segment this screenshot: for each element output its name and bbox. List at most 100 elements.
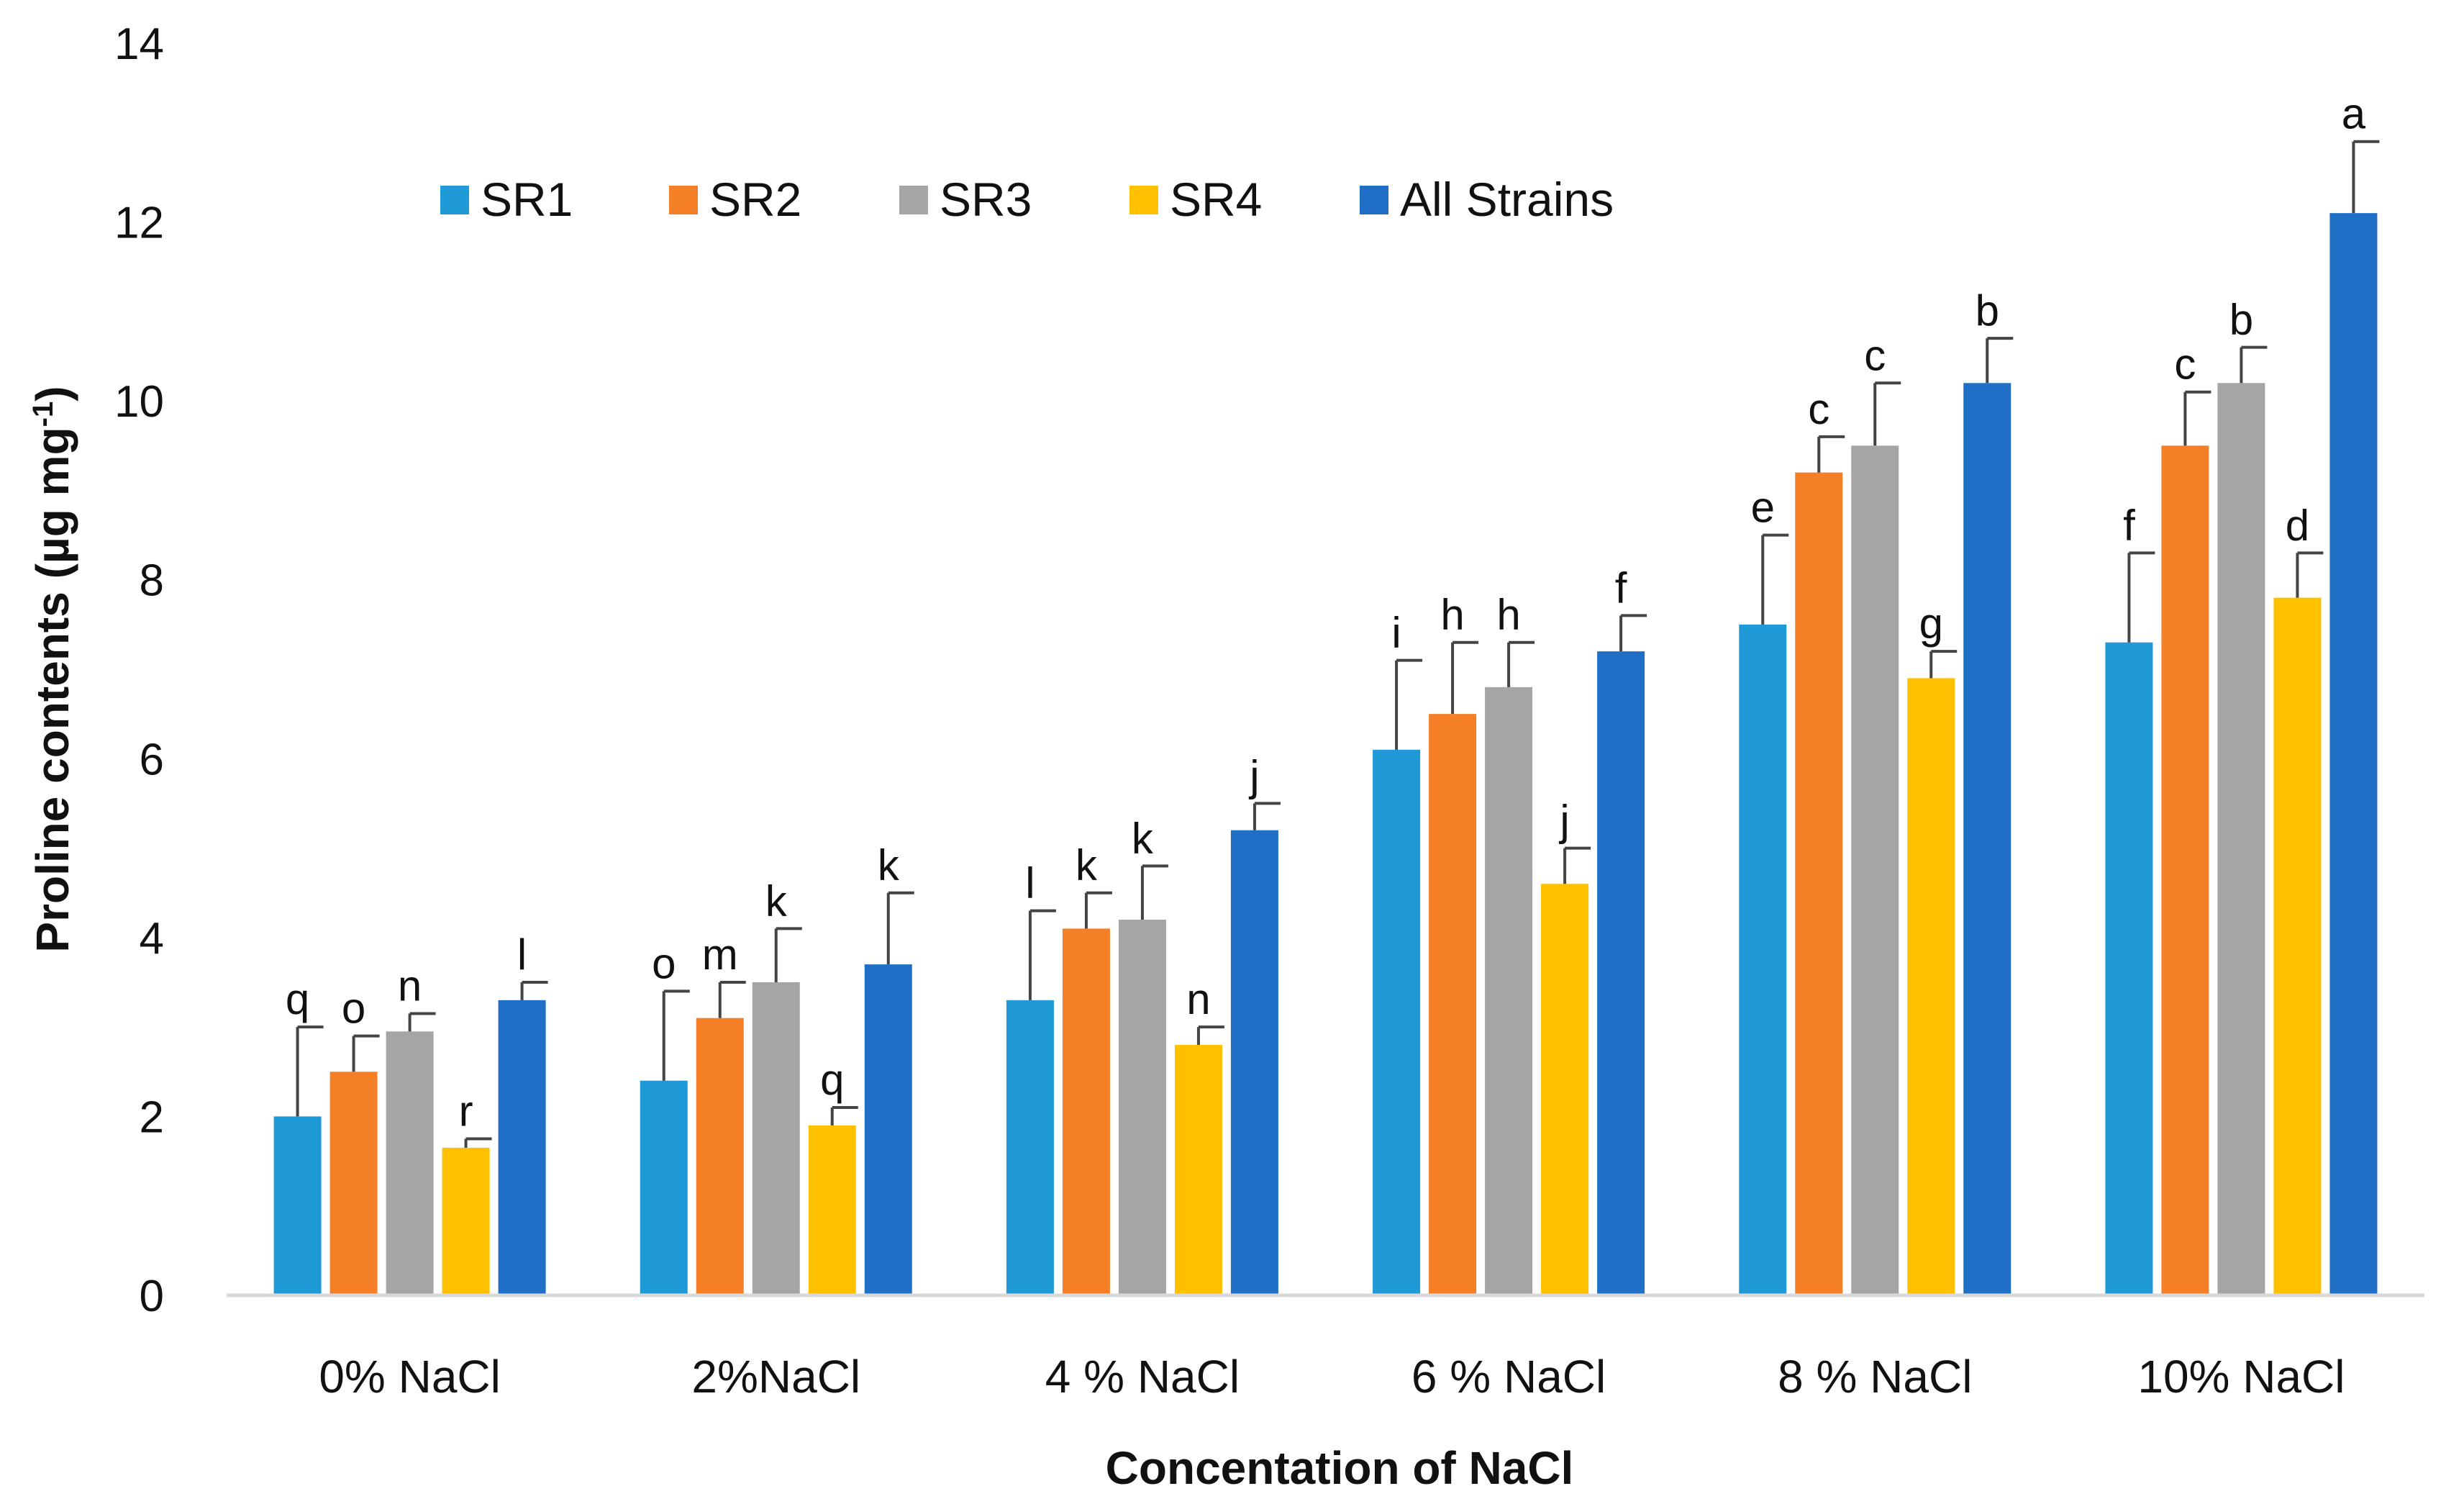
y-tick-label: 14: [114, 19, 164, 69]
legend-item: SR4: [1129, 173, 1262, 226]
legend-label: SR1: [481, 173, 573, 226]
bar: [1541, 884, 1589, 1295]
x-axis-title: Concentation of NaCl: [1106, 1442, 1574, 1494]
bar: [498, 1000, 546, 1295]
bar: [2105, 642, 2153, 1295]
legend-swatch: [1129, 186, 1158, 214]
bar: [640, 1080, 688, 1295]
y-tick-label: 6: [140, 735, 164, 784]
bar: [808, 1125, 856, 1295]
bar: [864, 964, 912, 1295]
bar: [442, 1147, 490, 1295]
significance-letter: o: [342, 984, 365, 1033]
chart-legend: SR1 SR2 SR3 SR4 All Strains: [440, 173, 1614, 226]
x-axis: 0% NaCl 2%NaCl 4 % NaCl 6 % NaCl 8 % NaCl 10%…: [227, 1293, 2424, 1403]
x-category-label: 6 % NaCl: [1411, 1351, 1606, 1403]
significance-letter: m: [702, 930, 738, 979]
significance-letter: a: [2342, 90, 2366, 138]
y-tick-label: 0: [140, 1272, 164, 1321]
bar: [1485, 687, 1533, 1295]
category-group: i h hjf: [1373, 563, 1647, 1295]
category-group: q o n r l: [273, 930, 548, 1295]
y-tick-label: 4: [140, 914, 164, 964]
significance-letter: k: [1076, 841, 1098, 889]
bar: [386, 1031, 434, 1295]
bar: [2273, 597, 2322, 1295]
bar: [1062, 928, 1110, 1295]
y-axis-title-superscript: -1: [27, 402, 59, 427]
significance-letter: o: [652, 939, 676, 987]
significance-letter: l: [1025, 859, 1035, 907]
y-axis: 0 2 4 6 8 10 12 14: [114, 19, 164, 1321]
legend-item: All Strains: [1360, 173, 1614, 226]
y-tick-label: 8: [140, 556, 164, 606]
bar: [273, 1116, 322, 1295]
significance-letter: n: [1186, 975, 1210, 1023]
bar: [2161, 445, 2209, 1296]
y-axis-title: Proline contents (µg mg-1): [27, 386, 78, 952]
legend-label: All Strains: [1400, 173, 1614, 226]
x-category-label: 10% NaCl: [2137, 1351, 2345, 1403]
significance-letter: h: [1496, 591, 1520, 639]
bar: [1739, 624, 1787, 1295]
bar: [1963, 383, 2011, 1296]
significance-letter: q: [286, 975, 309, 1023]
legend-item: SR1: [440, 173, 573, 226]
legend-item: SR3: [899, 173, 1032, 226]
x-category-label: 4 % NaCl: [1045, 1351, 1240, 1403]
significance-letter: f: [2123, 501, 2135, 549]
bar: [1118, 920, 1166, 1295]
bar: [329, 1072, 378, 1295]
bar: [1174, 1045, 1222, 1295]
x-category-label: 8 % NaCl: [1778, 1351, 1972, 1403]
legend-swatch: [669, 186, 698, 214]
legend-swatch: [899, 186, 928, 214]
bar: [1429, 714, 1477, 1295]
significance-letter: i: [1391, 609, 1401, 657]
significance-letter: h: [1440, 591, 1464, 639]
legend-swatch: [440, 186, 469, 214]
legend-label: SR2: [709, 173, 801, 226]
bar: [2329, 213, 2378, 1296]
significance-letter: b: [1976, 286, 1999, 335]
significance-letter: k: [878, 841, 900, 889]
y-tick-label: 2: [140, 1092, 164, 1142]
bar: [1373, 749, 1421, 1295]
significance-letter: f: [1615, 563, 1627, 612]
significance-letter: d: [2286, 501, 2309, 549]
y-tick-label: 10: [114, 377, 164, 427]
bar: [2217, 383, 2265, 1296]
significance-letter: g: [1919, 599, 1943, 648]
category-group: f cb d a: [2105, 90, 2380, 1296]
significance-letter: c: [2174, 340, 2196, 389]
bar: [1795, 472, 1843, 1295]
bar: [696, 1018, 744, 1295]
y-axis-title-suffix: ): [27, 386, 78, 401]
legend-swatch: [1360, 186, 1388, 214]
significance-letter: q: [820, 1056, 844, 1104]
legend-label: SR4: [1170, 173, 1262, 226]
significance-letter: k: [1132, 814, 1154, 862]
significance-letter: c: [1808, 385, 1829, 433]
significance-letter: j: [1248, 751, 1259, 799]
significance-letter: l: [517, 930, 527, 979]
bar: [1006, 1000, 1054, 1295]
bar: [1907, 678, 1955, 1295]
x-category-label: 0% NaCl: [319, 1351, 501, 1403]
bar: [1851, 445, 1899, 1296]
y-axis-title-prefix: Proline contents (µg mg: [27, 427, 78, 952]
bar: [752, 982, 800, 1295]
bar: [1597, 651, 1645, 1295]
legend-label: SR3: [940, 173, 1032, 226]
significance-letter: c: [1864, 331, 1886, 379]
significance-letter: e: [1751, 484, 1775, 532]
category-group: e cc g b: [1739, 286, 2014, 1296]
bar: [1230, 830, 1278, 1295]
x-category-label: 2%NaCl: [691, 1351, 860, 1403]
significance-letter: j: [1558, 797, 1569, 845]
significance-letter: r: [459, 1087, 473, 1136]
significance-letter: b: [2229, 296, 2253, 344]
significance-letter: n: [398, 962, 422, 1010]
